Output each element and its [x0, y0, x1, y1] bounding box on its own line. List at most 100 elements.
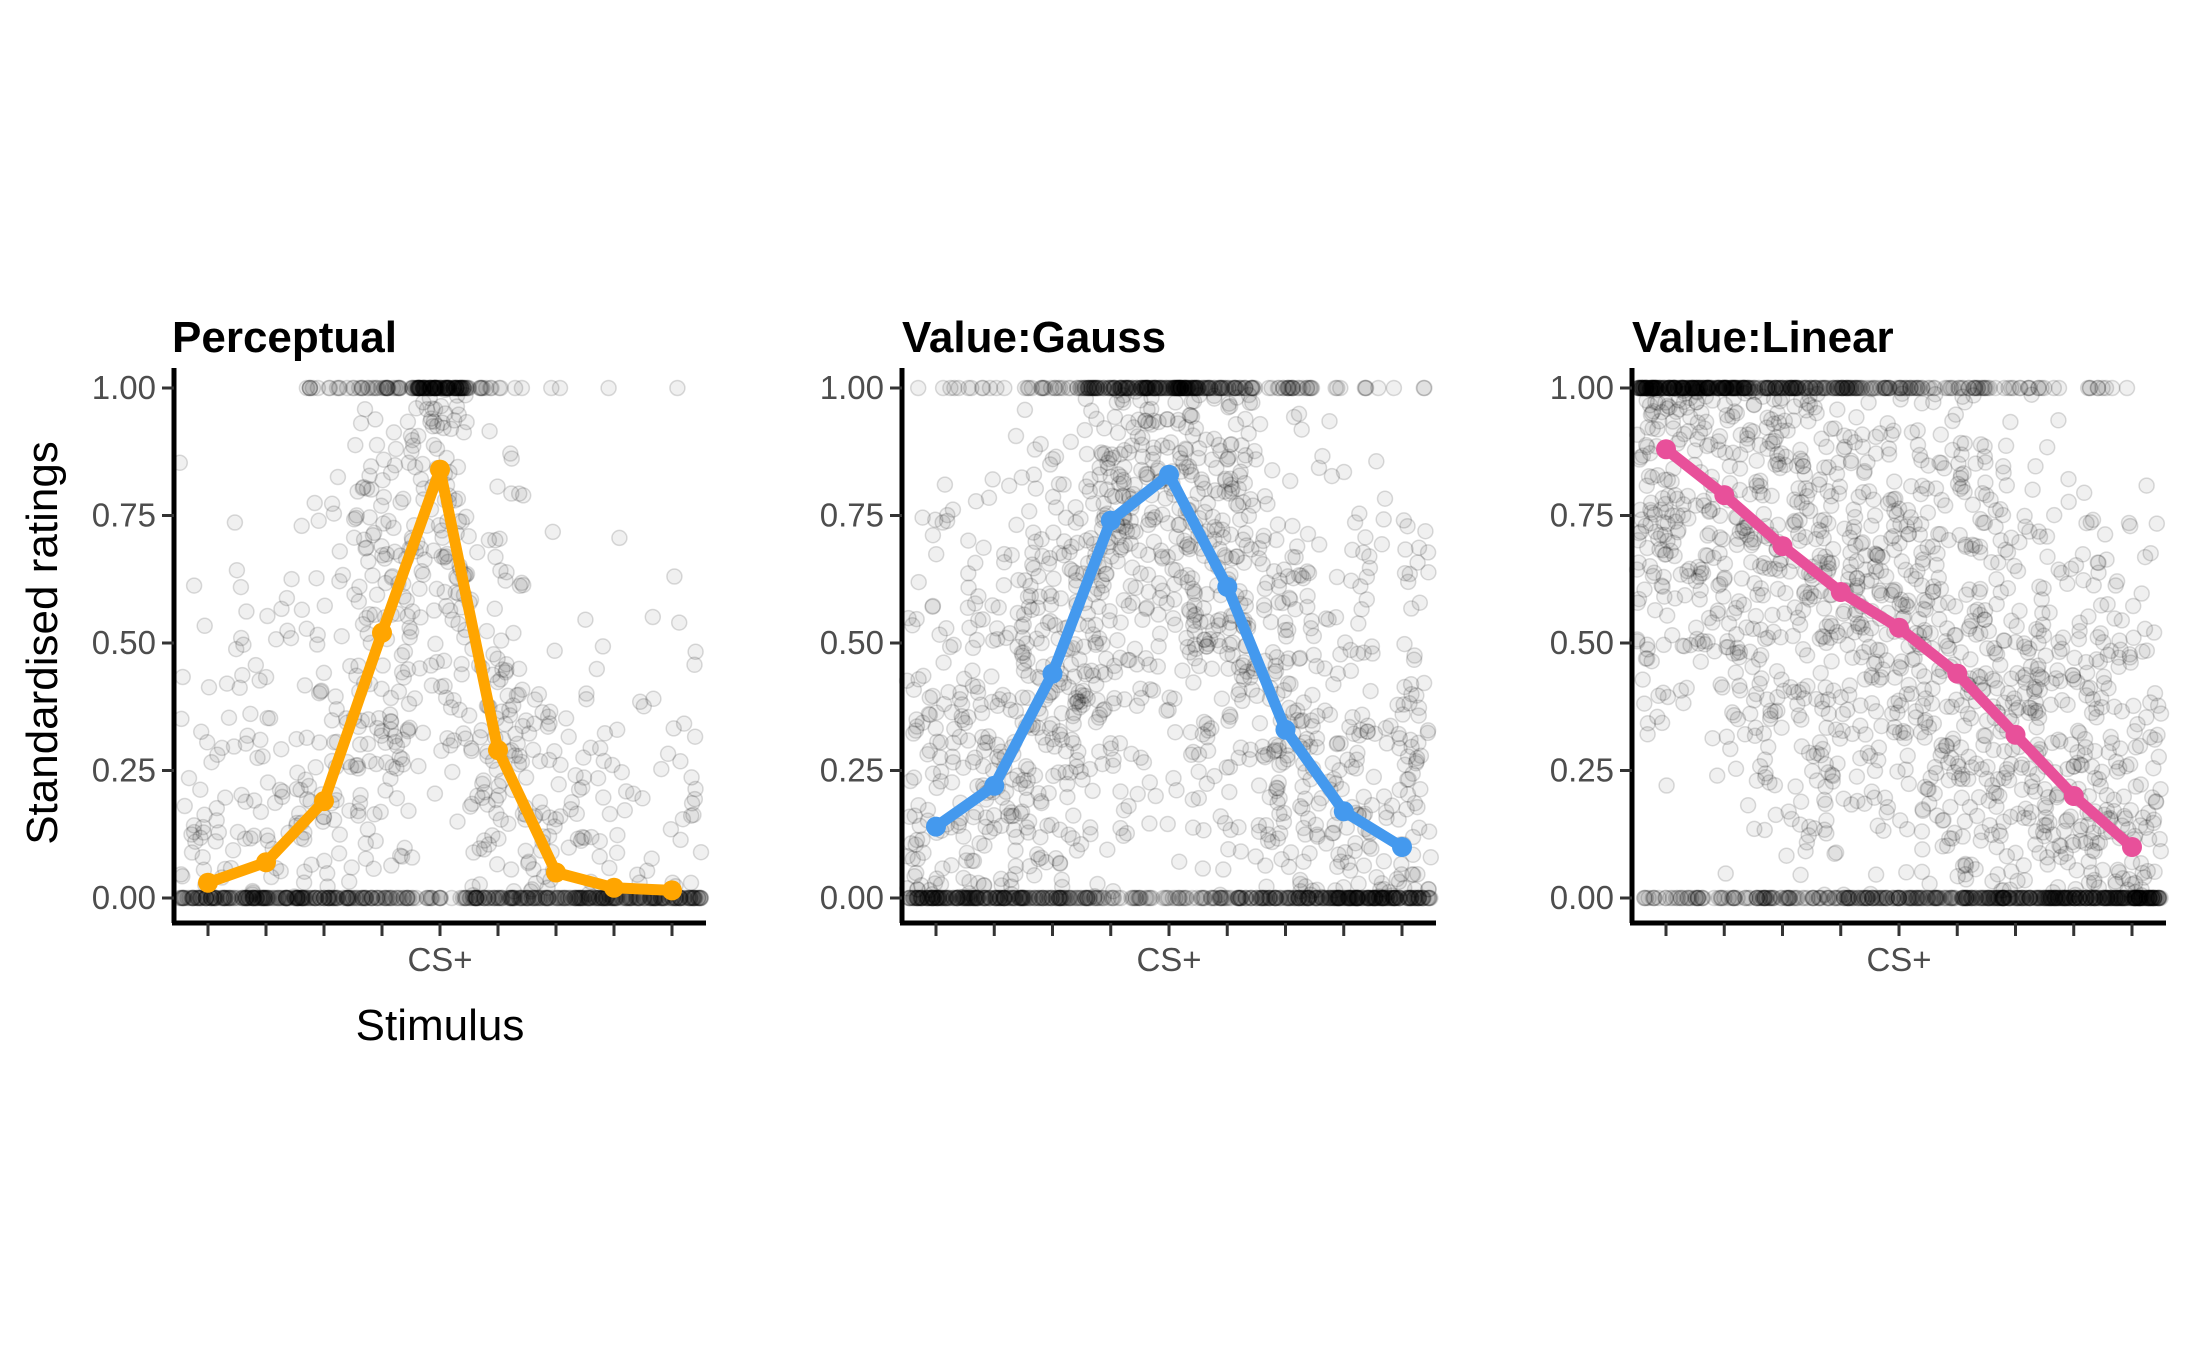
- rating-dot: [1419, 724, 1437, 742]
- rating-dot: [531, 889, 548, 907]
- rating-dot: [968, 631, 986, 649]
- rating-dot: [1691, 591, 1708, 608]
- rating-dot: [183, 844, 201, 861]
- rating-dot: [1251, 415, 1269, 433]
- rating-dot: [990, 599, 1007, 616]
- rating-dot: [1251, 714, 1269, 732]
- rating-dot: [239, 727, 256, 744]
- rating-dot: [1295, 853, 1312, 870]
- rating-dot: [600, 379, 617, 397]
- rating-dot: [1166, 723, 1184, 741]
- rating-dot: [278, 889, 295, 907]
- rating-dot: [1646, 889, 1663, 907]
- rating-dot: [273, 788, 291, 806]
- rating-dot: [310, 512, 327, 530]
- rating-dot: [1007, 702, 1025, 720]
- y-tick-label: 0.25: [820, 752, 884, 789]
- rating-dot: [906, 867, 923, 885]
- rating-dot: [955, 828, 972, 845]
- rating-dot: [330, 845, 348, 862]
- rating-dot: [432, 678, 450, 696]
- rating-dot: [1389, 696, 1406, 714]
- rating-dot: [1008, 516, 1025, 534]
- rating-dot: [1175, 889, 1193, 907]
- rating-dot: [216, 889, 233, 907]
- rating-dot: [1045, 524, 1062, 541]
- rating-dot: [1042, 596, 1060, 613]
- mean-point: [198, 872, 218, 893]
- rating-dot: [1019, 651, 1036, 669]
- rating-dot: [580, 889, 597, 907]
- rating-dot: [1094, 889, 1112, 907]
- rating-dot: [333, 627, 350, 645]
- rating-dot: [192, 829, 209, 847]
- rating-dot: [1007, 842, 1024, 859]
- rating-dot: [1689, 889, 1706, 907]
- rating-dot: [1263, 833, 1281, 851]
- rating-dot: [1112, 783, 1129, 800]
- rating-dot: [1764, 606, 1781, 624]
- rating-dot: [1203, 660, 1221, 677]
- rating-dot: [1834, 705, 1852, 723]
- rating-dot: [404, 437, 422, 455]
- rating-dot: [1808, 772, 1826, 789]
- rating-dot: [359, 735, 377, 753]
- rating-dot: [1051, 889, 1069, 907]
- rating-dot: [225, 889, 242, 907]
- rating-dot: [1235, 554, 1253, 571]
- rating-dot: [1415, 674, 1433, 692]
- rating-dot: [1694, 564, 1712, 582]
- rating-dot: [1018, 635, 1035, 652]
- rating-dot: [559, 889, 576, 907]
- rating-dot: [1158, 411, 1176, 428]
- y-tick-label: 1.00: [820, 369, 884, 406]
- rating-dot: [181, 889, 198, 907]
- rating-dot: [1731, 677, 1748, 695]
- rating-dot: [503, 485, 520, 502]
- rating-dot: [487, 791, 505, 809]
- rating-dot: [237, 889, 255, 907]
- rating-dot: [1347, 834, 1364, 852]
- rating-dot: [185, 889, 202, 907]
- rating-dot: [176, 889, 194, 907]
- rating-dot: [293, 601, 311, 619]
- rating-dot: [1756, 751, 1774, 768]
- rating-dot: [188, 889, 205, 907]
- rating-dot: [1805, 587, 1823, 605]
- rating-dot: [905, 769, 923, 786]
- rating-dot: [526, 691, 544, 708]
- rating-dot: [1746, 727, 1764, 745]
- rating-dot: [591, 848, 608, 865]
- rating-dot: [1638, 477, 1656, 494]
- rating-dot: [973, 704, 991, 722]
- rating-dot: [1699, 527, 1716, 544]
- rating-dot: [1018, 791, 1036, 809]
- rating-dot: [520, 725, 538, 742]
- rating-dot: [1142, 400, 1160, 418]
- rating-dot: [354, 615, 372, 633]
- rating-dot: [217, 889, 234, 907]
- rating-dot: [1164, 609, 1182, 627]
- rating-dot: [1292, 798, 1309, 815]
- rating-dot: [1341, 718, 1358, 736]
- rating-dot: [1349, 744, 1366, 762]
- rating-dot: [1735, 596, 1753, 613]
- rating-dot: [1263, 462, 1281, 479]
- rating-dot: [206, 889, 224, 907]
- rating-dot: [362, 458, 380, 475]
- rating-dot: [1791, 532, 1809, 550]
- rating-dot: [435, 652, 453, 670]
- rating-dot: [513, 379, 531, 397]
- rating-dot: [1639, 641, 1656, 658]
- rating-dot: [1257, 857, 1274, 874]
- rating-dot: [340, 873, 358, 890]
- rating-dot: [1050, 475, 1068, 493]
- rating-dot: [1044, 730, 1061, 748]
- rating-dot: [616, 802, 634, 819]
- rating-dot: [1375, 511, 1392, 528]
- rating-dot: [1900, 775, 1918, 793]
- y-tick-label: 0.25: [92, 752, 156, 789]
- rating-dot: [1025, 560, 1042, 577]
- rating-dot: [1752, 580, 1770, 597]
